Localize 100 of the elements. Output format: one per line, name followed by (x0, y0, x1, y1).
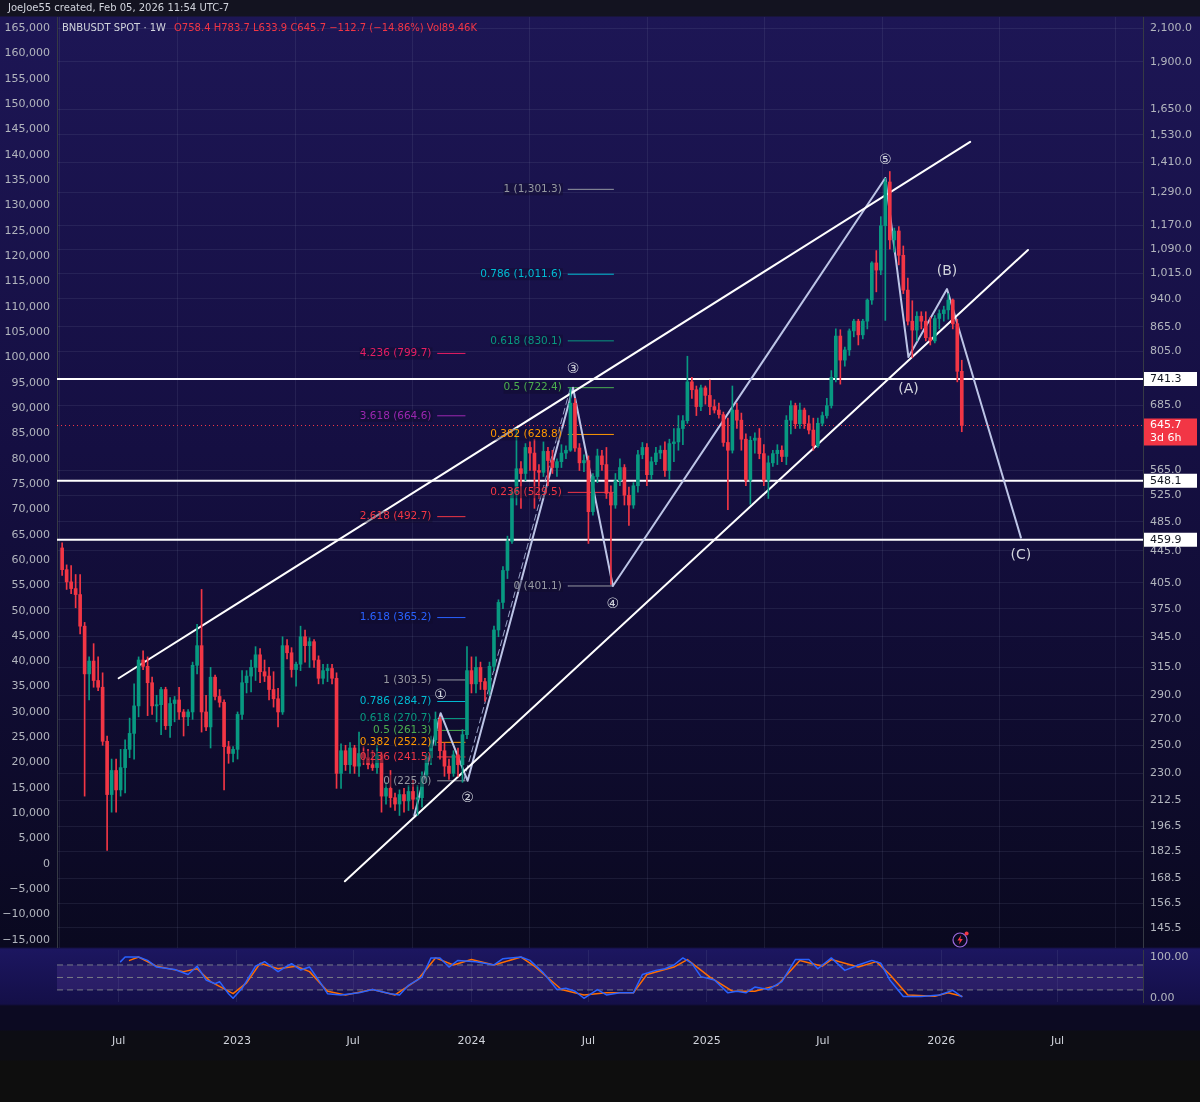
series-label: 0 (401.1) (513, 578, 562, 591)
y2-tick-label: 150,000 (4, 96, 50, 110)
candlestick (582, 454, 586, 473)
x-tick-label: 2023 (222, 1034, 251, 1048)
x-tick-label: 2024 (457, 1034, 486, 1048)
y2-tick-label: 75,000 (11, 476, 50, 490)
y-tick-label: 485.0 (1150, 514, 1182, 528)
y2-tick-label: 70,000 (11, 502, 50, 516)
series-label: 0.786 (284.7) (359, 694, 432, 707)
y-tick-label: 1,015.0 (1150, 265, 1192, 279)
candlestick (519, 461, 523, 509)
y-tick-label: 156.5 (1150, 896, 1182, 910)
x-tick-label: Jul (1049, 1034, 1065, 1048)
x-tick-label: Jul (345, 1034, 360, 1048)
y2-tick-label: 125,000 (4, 223, 50, 237)
x-tick-label: Jul (111, 1034, 126, 1048)
annotation: (C) (1010, 546, 1032, 563)
y-tick-label: 940.0 (1150, 291, 1182, 305)
series-label: 0.5 (722.4) (503, 380, 562, 393)
annotation: (A) (898, 379, 919, 396)
ref-line-label: 459.9 (1150, 532, 1182, 546)
y-tick-label: 250.0 (1150, 738, 1182, 752)
y-tick-label: 1,170.0 (1150, 218, 1192, 232)
annotation: ③ (566, 360, 580, 377)
y2-tick-label: 90,000 (11, 400, 50, 414)
y-tick-label: 182.5 (1150, 844, 1182, 858)
y2-tick-label: −10,000 (2, 907, 50, 921)
y-tick-label: 445.0 (1150, 543, 1182, 557)
y-tick-label: 145.5 (1150, 920, 1182, 934)
y-tick-label: 168.5 (1150, 871, 1182, 885)
y2-tick-label: 130,000 (4, 198, 50, 212)
candlestick (528, 441, 532, 471)
annotation: ① (434, 685, 447, 702)
y2-tick-label: 60,000 (11, 552, 50, 566)
y2-tick-label: 160,000 (4, 46, 50, 60)
series-label: 4.236 (799.7) (359, 346, 432, 359)
x-tick-label: 2025 (692, 1034, 721, 1048)
y2-tick-label: 55,000 (11, 578, 50, 592)
y2-tick-label: 80,000 (11, 451, 50, 465)
y-tick-label: 1,900.0 (1150, 54, 1192, 68)
y2-tick-label: 65,000 (11, 527, 50, 541)
y2-tick-label: 10,000 (11, 806, 50, 820)
y2-tick-label: 165,000 (4, 21, 50, 34)
y2-tick-label: 155,000 (4, 71, 50, 85)
x-tick-label: Jul (815, 1034, 830, 1048)
y2-tick-label: 25,000 (11, 730, 50, 744)
y-tick-label: 290.0 (1150, 688, 1182, 702)
series-label: 0.618 (270.7) (359, 711, 432, 724)
y-tick-label: 315.0 (1150, 660, 1182, 674)
y2-tick-label: 85,000 (11, 426, 50, 440)
series-label: 1 (303.5) (383, 672, 432, 685)
series-label: 0.618 (830.1) (490, 333, 562, 346)
annotation: ⑤ (879, 150, 892, 167)
y-tick-label: 230.0 (1150, 766, 1182, 780)
y2-tick-label: 5,000 (18, 831, 50, 845)
y2-tick-label: 50,000 (11, 603, 50, 617)
y-tick-label: 212.5 (1150, 792, 1182, 806)
y2-tick-label: 140,000 (4, 147, 50, 161)
y-tick-label: 685.0 (1150, 398, 1182, 412)
series-label: 1.618 (365.2) (359, 610, 432, 623)
y2-tick-label: 0 (43, 856, 50, 870)
series-label: 0.5 (261.3) (373, 723, 432, 736)
y-tick-label: 1,090.0 (1150, 241, 1192, 255)
text: BNBUSDT SPOT · 1W (62, 22, 166, 33)
y-tick-label: 1,410.0 (1150, 155, 1192, 169)
text: JoeJoe55 created, Feb 05, 2026 11:54 UTC-7 (8, 2, 230, 14)
annotation: (B) (936, 261, 958, 278)
y2-tick-label: −5,000 (9, 882, 50, 896)
y-tick-label: 345.0 (1150, 629, 1182, 643)
y2-tick-label: 135,000 (4, 172, 50, 186)
y2-tick-label: 45,000 (11, 628, 50, 642)
y-tick-label: 270.0 (1150, 712, 1182, 726)
y-tick-label: 100.00 (1150, 949, 1189, 963)
series-label: 1 (1,301.3) (503, 182, 562, 195)
y-tick-label: 865.0 (1150, 319, 1182, 333)
y2-tick-label: 15,000 (11, 780, 50, 794)
x-tick-label: 2026 (927, 1034, 956, 1048)
series-label: 0.786 (1,011.6) (480, 266, 562, 279)
x-tick-label: Jul (580, 1034, 596, 1048)
y2-tick-label: 20,000 (11, 755, 50, 769)
y-tick-label: 525.0 (1150, 488, 1182, 502)
y2-tick-label: 40,000 (11, 654, 50, 668)
candlestick (874, 250, 879, 293)
y-tick-label: 1,530.0 (1150, 127, 1192, 141)
y-tick-label: 1,290.0 (1150, 185, 1192, 199)
ref-line-label: 741.3 (1150, 371, 1182, 385)
y2-tick-label: 95,000 (11, 375, 50, 389)
y-tick-label: 375.0 (1150, 601, 1182, 615)
y2-tick-label: 30,000 (11, 704, 50, 718)
y-tick-label: 0.00 (1150, 991, 1175, 1005)
y-tick-label: 405.0 (1150, 575, 1182, 589)
y-tick-label: 805.0 (1150, 344, 1182, 358)
candlestick (69, 565, 73, 595)
y2-tick-label: 35,000 (11, 679, 50, 693)
y-tick-label: 2,100.0 (1150, 20, 1192, 34)
y2-tick-label: 100,000 (4, 350, 50, 364)
y2-tick-label: 115,000 (4, 274, 50, 288)
annotation: ② (461, 789, 474, 806)
y2-tick-label: 110,000 (4, 299, 50, 313)
y-tick-label: 1,650.0 (1150, 102, 1192, 116)
